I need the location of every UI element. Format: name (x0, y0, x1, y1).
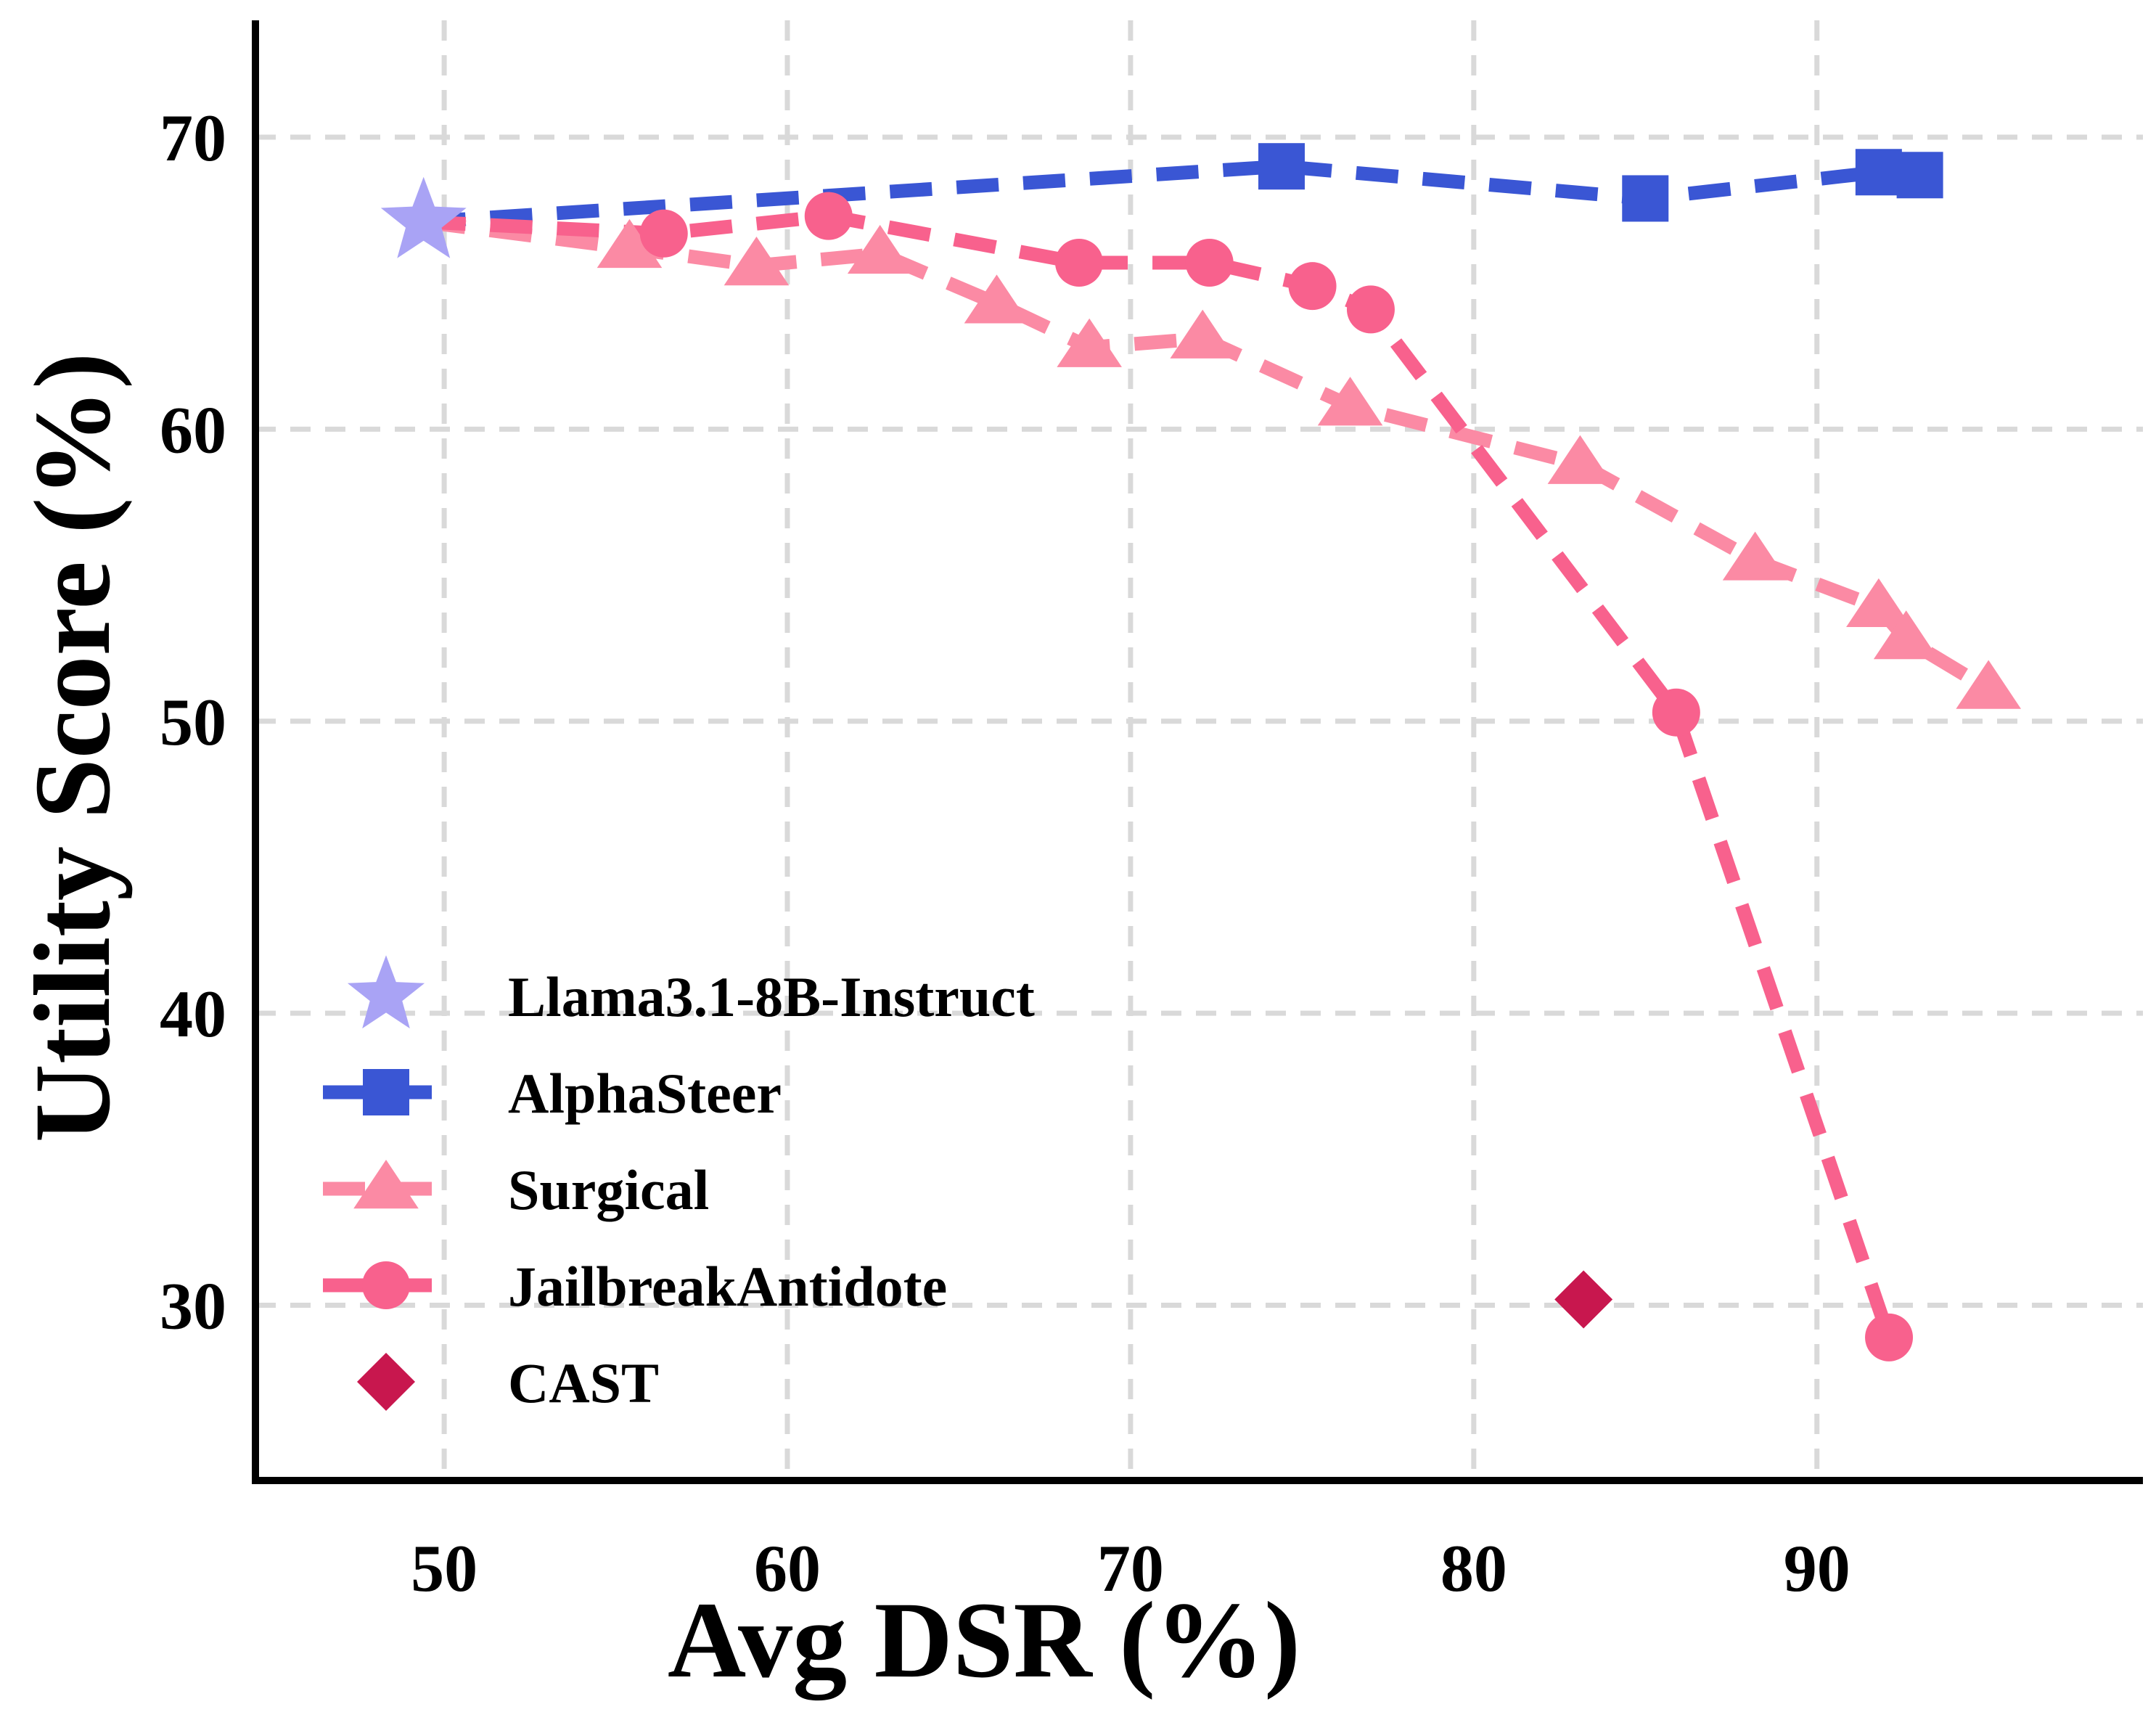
data-point (804, 192, 853, 240)
legend-marker (362, 1261, 410, 1309)
x-tick-labels: 50 60 70 80 90 (411, 1531, 1850, 1605)
x-tick-label: 90 (1784, 1531, 1850, 1605)
y-tick-label: 40 (160, 977, 226, 1051)
series-line-jailbreakantidote (423, 209, 1895, 1340)
data-point (1554, 1270, 1613, 1329)
legend-label: JailbreakAntidote (508, 1255, 947, 1318)
y-tick-label: 70 (160, 101, 226, 175)
data-point (1956, 660, 2021, 709)
legend-label: CAST (508, 1351, 659, 1414)
legend-marker (363, 1069, 409, 1115)
data-point (1722, 531, 1788, 581)
data-point (1346, 285, 1395, 334)
series-markers (380, 143, 2021, 1361)
data-point (1622, 175, 1669, 222)
grid (255, 20, 2143, 1481)
data-point (1652, 688, 1700, 737)
x-tick-label: 60 (754, 1531, 821, 1605)
legend: Llama3.1-8B-Instruct AlphaSteer Surgical Ja… (323, 955, 1035, 1414)
data-point (1317, 377, 1383, 426)
x-axis-label: Avg DSR (%) (668, 1580, 1300, 1700)
y-tick-label: 60 (160, 393, 226, 467)
legend-item: Llama3.1-8B-Instruct (347, 955, 1035, 1029)
y-tick-labels: 30 40 50 60 70 (160, 101, 226, 1343)
legend-label: Llama3.1-8B-Instruct (508, 965, 1035, 1028)
data-point (1057, 318, 1122, 367)
data-point (724, 237, 790, 286)
data-point (1054, 238, 1103, 287)
legend-marker (353, 1160, 419, 1209)
data-point (1185, 238, 1234, 287)
x-tick-label: 80 (1440, 1531, 1507, 1605)
data-point (1846, 578, 1911, 628)
data-point (1873, 610, 1939, 660)
data-point (964, 274, 1030, 324)
data-point (847, 224, 913, 274)
data-point (1896, 152, 1943, 199)
y-tick-label: 30 (160, 1269, 226, 1343)
data-point (1547, 435, 1613, 484)
series-line-surgical (422, 215, 1993, 695)
data-point (1170, 309, 1236, 359)
legend-item: JailbreakAntidote (323, 1255, 947, 1318)
legend-item: CAST (357, 1351, 659, 1414)
legend-marker (357, 1353, 415, 1411)
x-tick-label: 70 (1097, 1531, 1164, 1605)
legend-label: AlphaSteer (508, 1062, 782, 1125)
y-tick-label: 50 (160, 685, 226, 759)
x-tick-label: 50 (411, 1531, 477, 1605)
legend-label: Surgical (508, 1158, 709, 1221)
data-point (1288, 262, 1337, 311)
legend-marker (347, 955, 425, 1029)
legend-item: AlphaSteer (323, 1062, 782, 1125)
data-point (380, 176, 467, 258)
data-point (1855, 149, 1902, 196)
data-point (1258, 143, 1305, 190)
data-point (597, 218, 663, 269)
data-point (1865, 1313, 1914, 1361)
y-axis-label: Utility Score (%) (12, 353, 133, 1143)
data-point (639, 209, 688, 258)
series-line-alphasteer (423, 159, 1921, 229)
legend-item: Surgical (323, 1158, 709, 1221)
